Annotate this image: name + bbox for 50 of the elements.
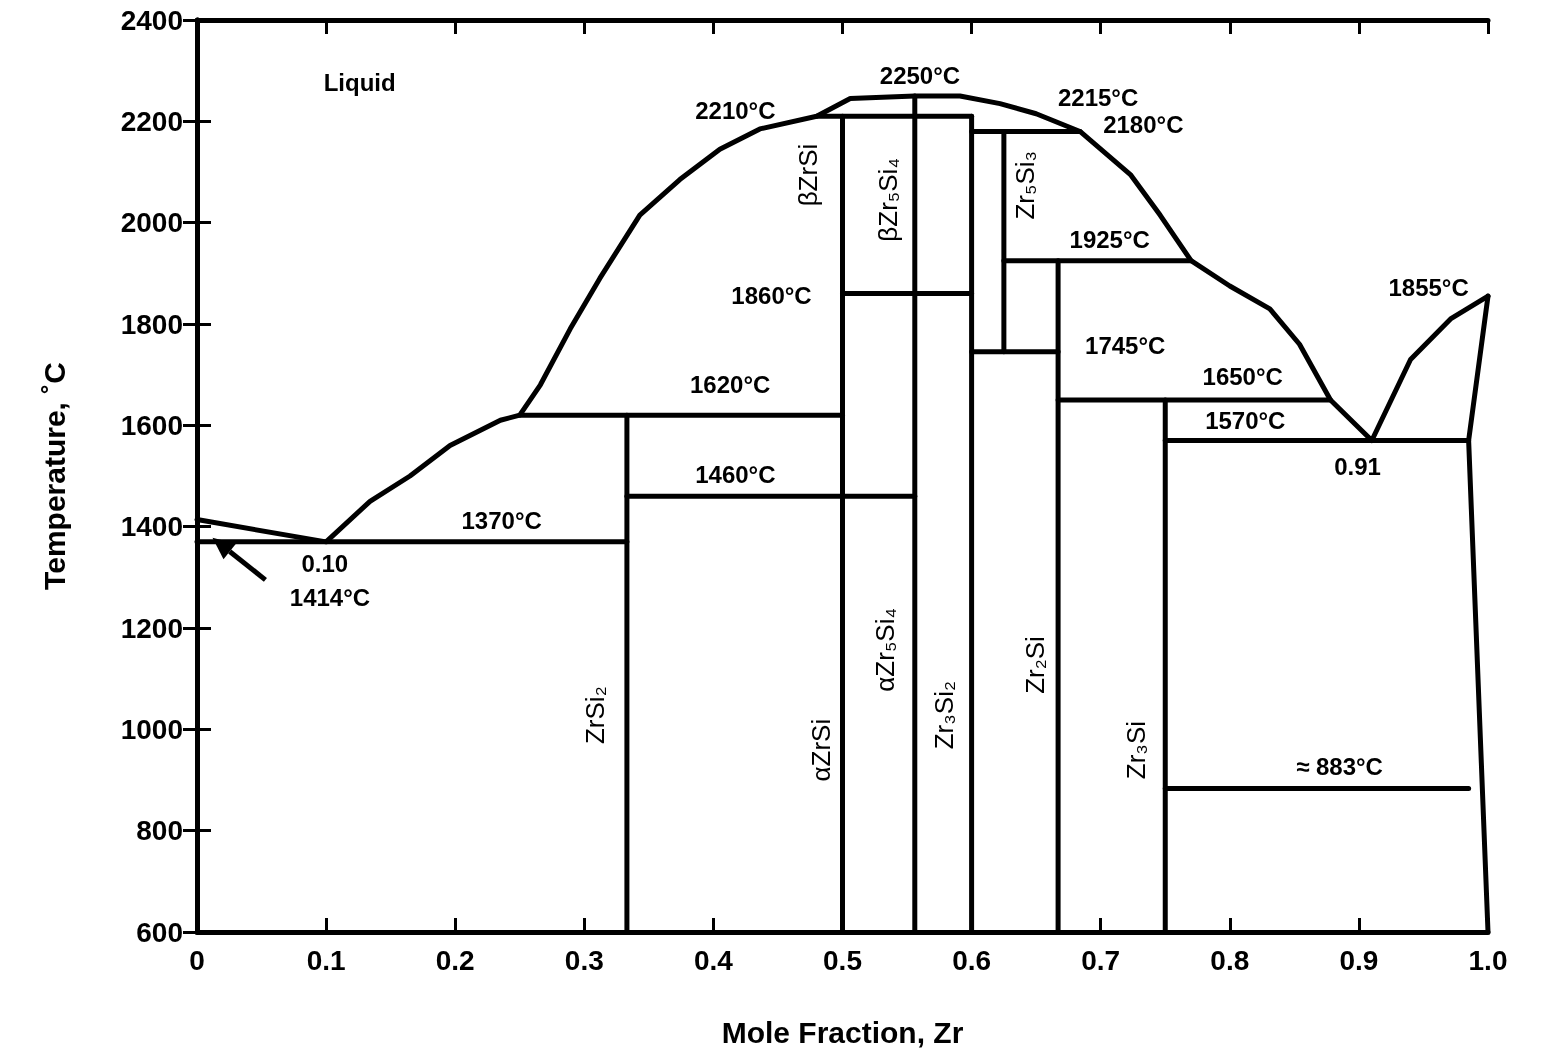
annotation: Zr₃Si₂ (929, 680, 960, 750)
annotation: 2210°C (695, 96, 776, 124)
y-tick-label: 1800 (120, 308, 183, 340)
x-tick-label: 0.5 (823, 944, 862, 976)
annotation: 2215°C (1057, 83, 1139, 111)
annotation: 2180°C (1103, 111, 1184, 139)
x-tick-label: 0.6 (952, 944, 992, 976)
annotation: αZrSi (805, 718, 836, 782)
x-tick-label: 0.3 (564, 944, 604, 976)
y-tick-label: 2400 (120, 4, 183, 36)
x-tick-label: 0.7 (1081, 944, 1121, 976)
annotation: αZr₅Si₄ (870, 607, 901, 692)
y-tick-label: 1000 (120, 713, 183, 745)
x-tick-label: 0.8 (1210, 944, 1250, 976)
annotation: 0.10 (301, 549, 349, 577)
annotation: 1620°C (690, 371, 771, 399)
annotation: 0.91 (1334, 453, 1381, 481)
x-axis-title: Mole Fraction, Zr (721, 1015, 964, 1049)
annotation: 1650°C (1202, 362, 1283, 390)
y-tick-label: 1600 (120, 409, 183, 441)
annotation: 1855°C (1388, 273, 1469, 301)
annotation: Zr₂Si (1019, 636, 1050, 694)
x-tick-label: 0 (189, 944, 205, 976)
annotation: 1925°C (1069, 226, 1150, 254)
annotation: 1860°C (731, 281, 812, 309)
annotation: 1745°C (1085, 332, 1166, 360)
annotation: 1460°C (695, 461, 776, 489)
annotation: ≈ 883°C (1296, 753, 1383, 781)
x-tick-label: 0.1 (306, 944, 346, 976)
x-tick-label: 1.0 (1468, 944, 1508, 976)
y-axis-title: Temperature, ˚C (37, 362, 71, 590)
annotation: Zr₅Si₃ (1009, 150, 1040, 220)
annotation: βZrSi (792, 143, 823, 207)
annotation: Liquid (323, 69, 396, 97)
annotation: 1570°C (1205, 406, 1286, 434)
y-tick-label: 600 (136, 916, 183, 948)
annotation: βZr₅Si₄ (872, 158, 903, 242)
annotation: 2250°C (879, 61, 961, 89)
x-tick-label: 0.2 (435, 944, 475, 976)
annotation: ZrSi₂ (579, 686, 610, 745)
annotation: 1414°C (289, 583, 371, 611)
x-tick-label: 0.4 (693, 944, 734, 976)
annotation: Zr₃Si (1120, 720, 1151, 780)
x-tick-label: 0.9 (1339, 944, 1379, 976)
y-tick-label: 1400 (120, 511, 183, 543)
y-tick-label: 2000 (120, 207, 183, 239)
y-tick-label: 800 (136, 815, 183, 847)
y-tick-label: 2200 (120, 105, 183, 137)
y-tick-label: 1200 (120, 612, 183, 644)
annotation: 1370°C (461, 506, 542, 534)
